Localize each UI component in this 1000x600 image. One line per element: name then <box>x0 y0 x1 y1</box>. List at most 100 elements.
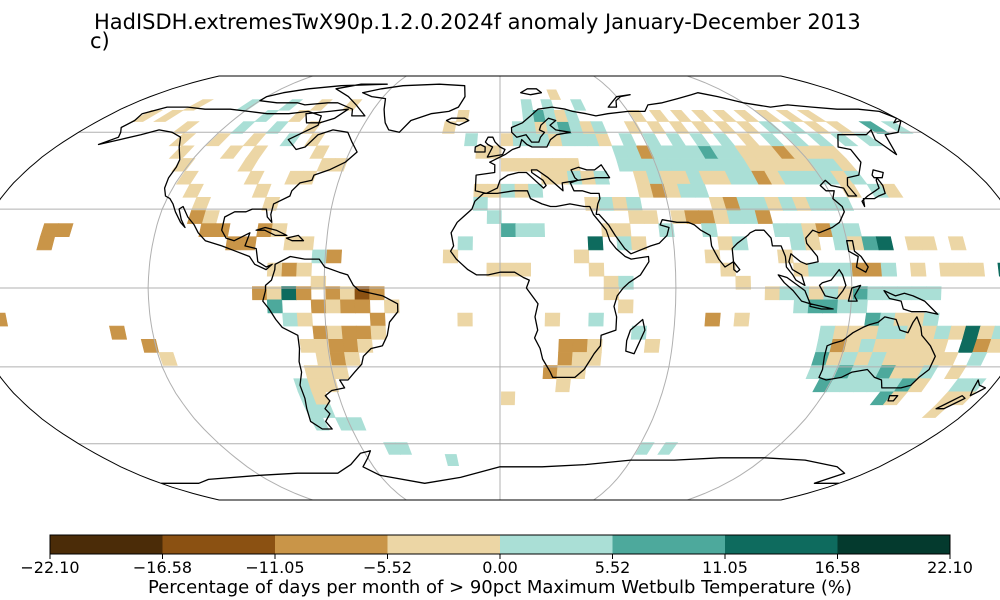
coastline <box>969 379 987 397</box>
grid-cell <box>245 145 269 159</box>
map-title: HadISDH.extremesTwX90p.1.2.0.2024f anoma… <box>94 10 861 34</box>
grid-cell <box>866 262 883 277</box>
colorbar-tick-label: −5.52 <box>362 558 413 577</box>
grid-cell <box>627 110 648 122</box>
grid-cell <box>472 197 488 211</box>
grid-cell <box>54 223 74 237</box>
coastline <box>887 395 899 402</box>
grid-cell <box>457 236 473 251</box>
grid-cell <box>486 210 502 224</box>
grid-cell <box>355 325 373 340</box>
grid-cell <box>529 223 546 237</box>
grid-cell <box>588 312 604 327</box>
grid-cell <box>818 325 836 340</box>
grid-cell <box>281 286 297 301</box>
grid-cell <box>511 121 526 134</box>
grid-cell <box>283 236 301 251</box>
colorbar-tick-label: 11.05 <box>702 558 748 577</box>
grid-cell <box>641 210 659 224</box>
grid-cell <box>500 391 516 406</box>
graticule-line <box>323 76 407 500</box>
grid-cell <box>266 286 283 301</box>
grid-cell <box>394 442 413 455</box>
coastline <box>161 450 846 484</box>
panel-label: c) <box>90 29 110 53</box>
grid-cell <box>341 99 363 111</box>
coastline <box>809 303 834 310</box>
grid-cell <box>342 339 359 353</box>
grid-cell <box>691 110 715 122</box>
grid-cell <box>648 110 670 122</box>
grid-cell <box>539 158 555 172</box>
grid-cell <box>551 158 568 172</box>
grid-cell <box>501 223 517 237</box>
grid-cell <box>520 99 534 111</box>
grid-cell <box>853 133 884 147</box>
grid-cell <box>182 183 204 198</box>
grid-cell <box>325 299 342 314</box>
coastline <box>262 255 399 430</box>
grid-cell <box>754 110 782 122</box>
grid-cell <box>326 325 344 340</box>
coastline <box>625 318 646 355</box>
coastline <box>259 83 388 117</box>
grid-cell <box>618 275 634 290</box>
grid-cell <box>168 145 195 159</box>
grid-cell <box>922 312 940 327</box>
grid-cell <box>297 236 315 251</box>
graticule-line <box>593 76 677 500</box>
grid-cell <box>457 312 473 327</box>
grid-cell <box>299 339 317 353</box>
grid-cell <box>627 210 645 224</box>
grid-cell <box>921 404 951 418</box>
grid-cell <box>807 262 824 277</box>
grid-cell <box>344 352 361 366</box>
grid-cell <box>880 121 914 134</box>
globe-outline <box>0 75 1000 501</box>
grid-cell <box>839 183 862 198</box>
grid-cell <box>329 352 347 366</box>
grid-cell <box>615 223 632 237</box>
colorbar-tick-label: 5.52 <box>594 558 631 577</box>
grid-cell <box>325 286 341 301</box>
grid-cell <box>824 121 855 134</box>
colorbar-label: Percentage of days per month of > 90pct … <box>147 577 853 598</box>
colorbar-tick-label: 22.10 <box>927 558 973 577</box>
grid-cell <box>546 89 562 100</box>
grid-cell <box>501 158 515 172</box>
grid-cell <box>515 223 531 237</box>
coastline <box>777 274 811 305</box>
grid-cell <box>36 236 56 251</box>
grid-cell <box>282 312 299 327</box>
coastline <box>361 83 466 133</box>
grid-cell <box>175 170 199 185</box>
coastline <box>818 268 847 300</box>
grid-cell <box>570 365 587 379</box>
coastline <box>474 143 486 153</box>
coastline <box>732 261 741 273</box>
grid-cell <box>558 339 574 353</box>
graticule <box>0 76 1000 500</box>
grid-cell <box>775 110 805 122</box>
grid-cell <box>669 110 693 122</box>
grid-cell <box>266 299 283 314</box>
coastline <box>818 316 936 389</box>
grid-cell <box>109 325 128 340</box>
grid-cell <box>347 417 367 431</box>
coastline <box>255 226 288 237</box>
grid-cell <box>590 121 608 134</box>
grid-cell <box>947 236 967 251</box>
grid-cell <box>500 133 514 147</box>
grid-cell <box>968 262 986 277</box>
grid-cell <box>370 325 387 340</box>
grid-cell <box>943 365 968 379</box>
grid-cell <box>310 275 327 290</box>
coastline <box>449 190 650 379</box>
grid-cell <box>243 170 265 185</box>
grid-cell <box>793 299 810 314</box>
grid-cell <box>130 110 164 122</box>
colorbar-tick-label: 16.58 <box>814 558 861 577</box>
grid-cell <box>875 236 894 251</box>
graticule-line <box>147 76 313 500</box>
grid-cell <box>515 262 531 277</box>
